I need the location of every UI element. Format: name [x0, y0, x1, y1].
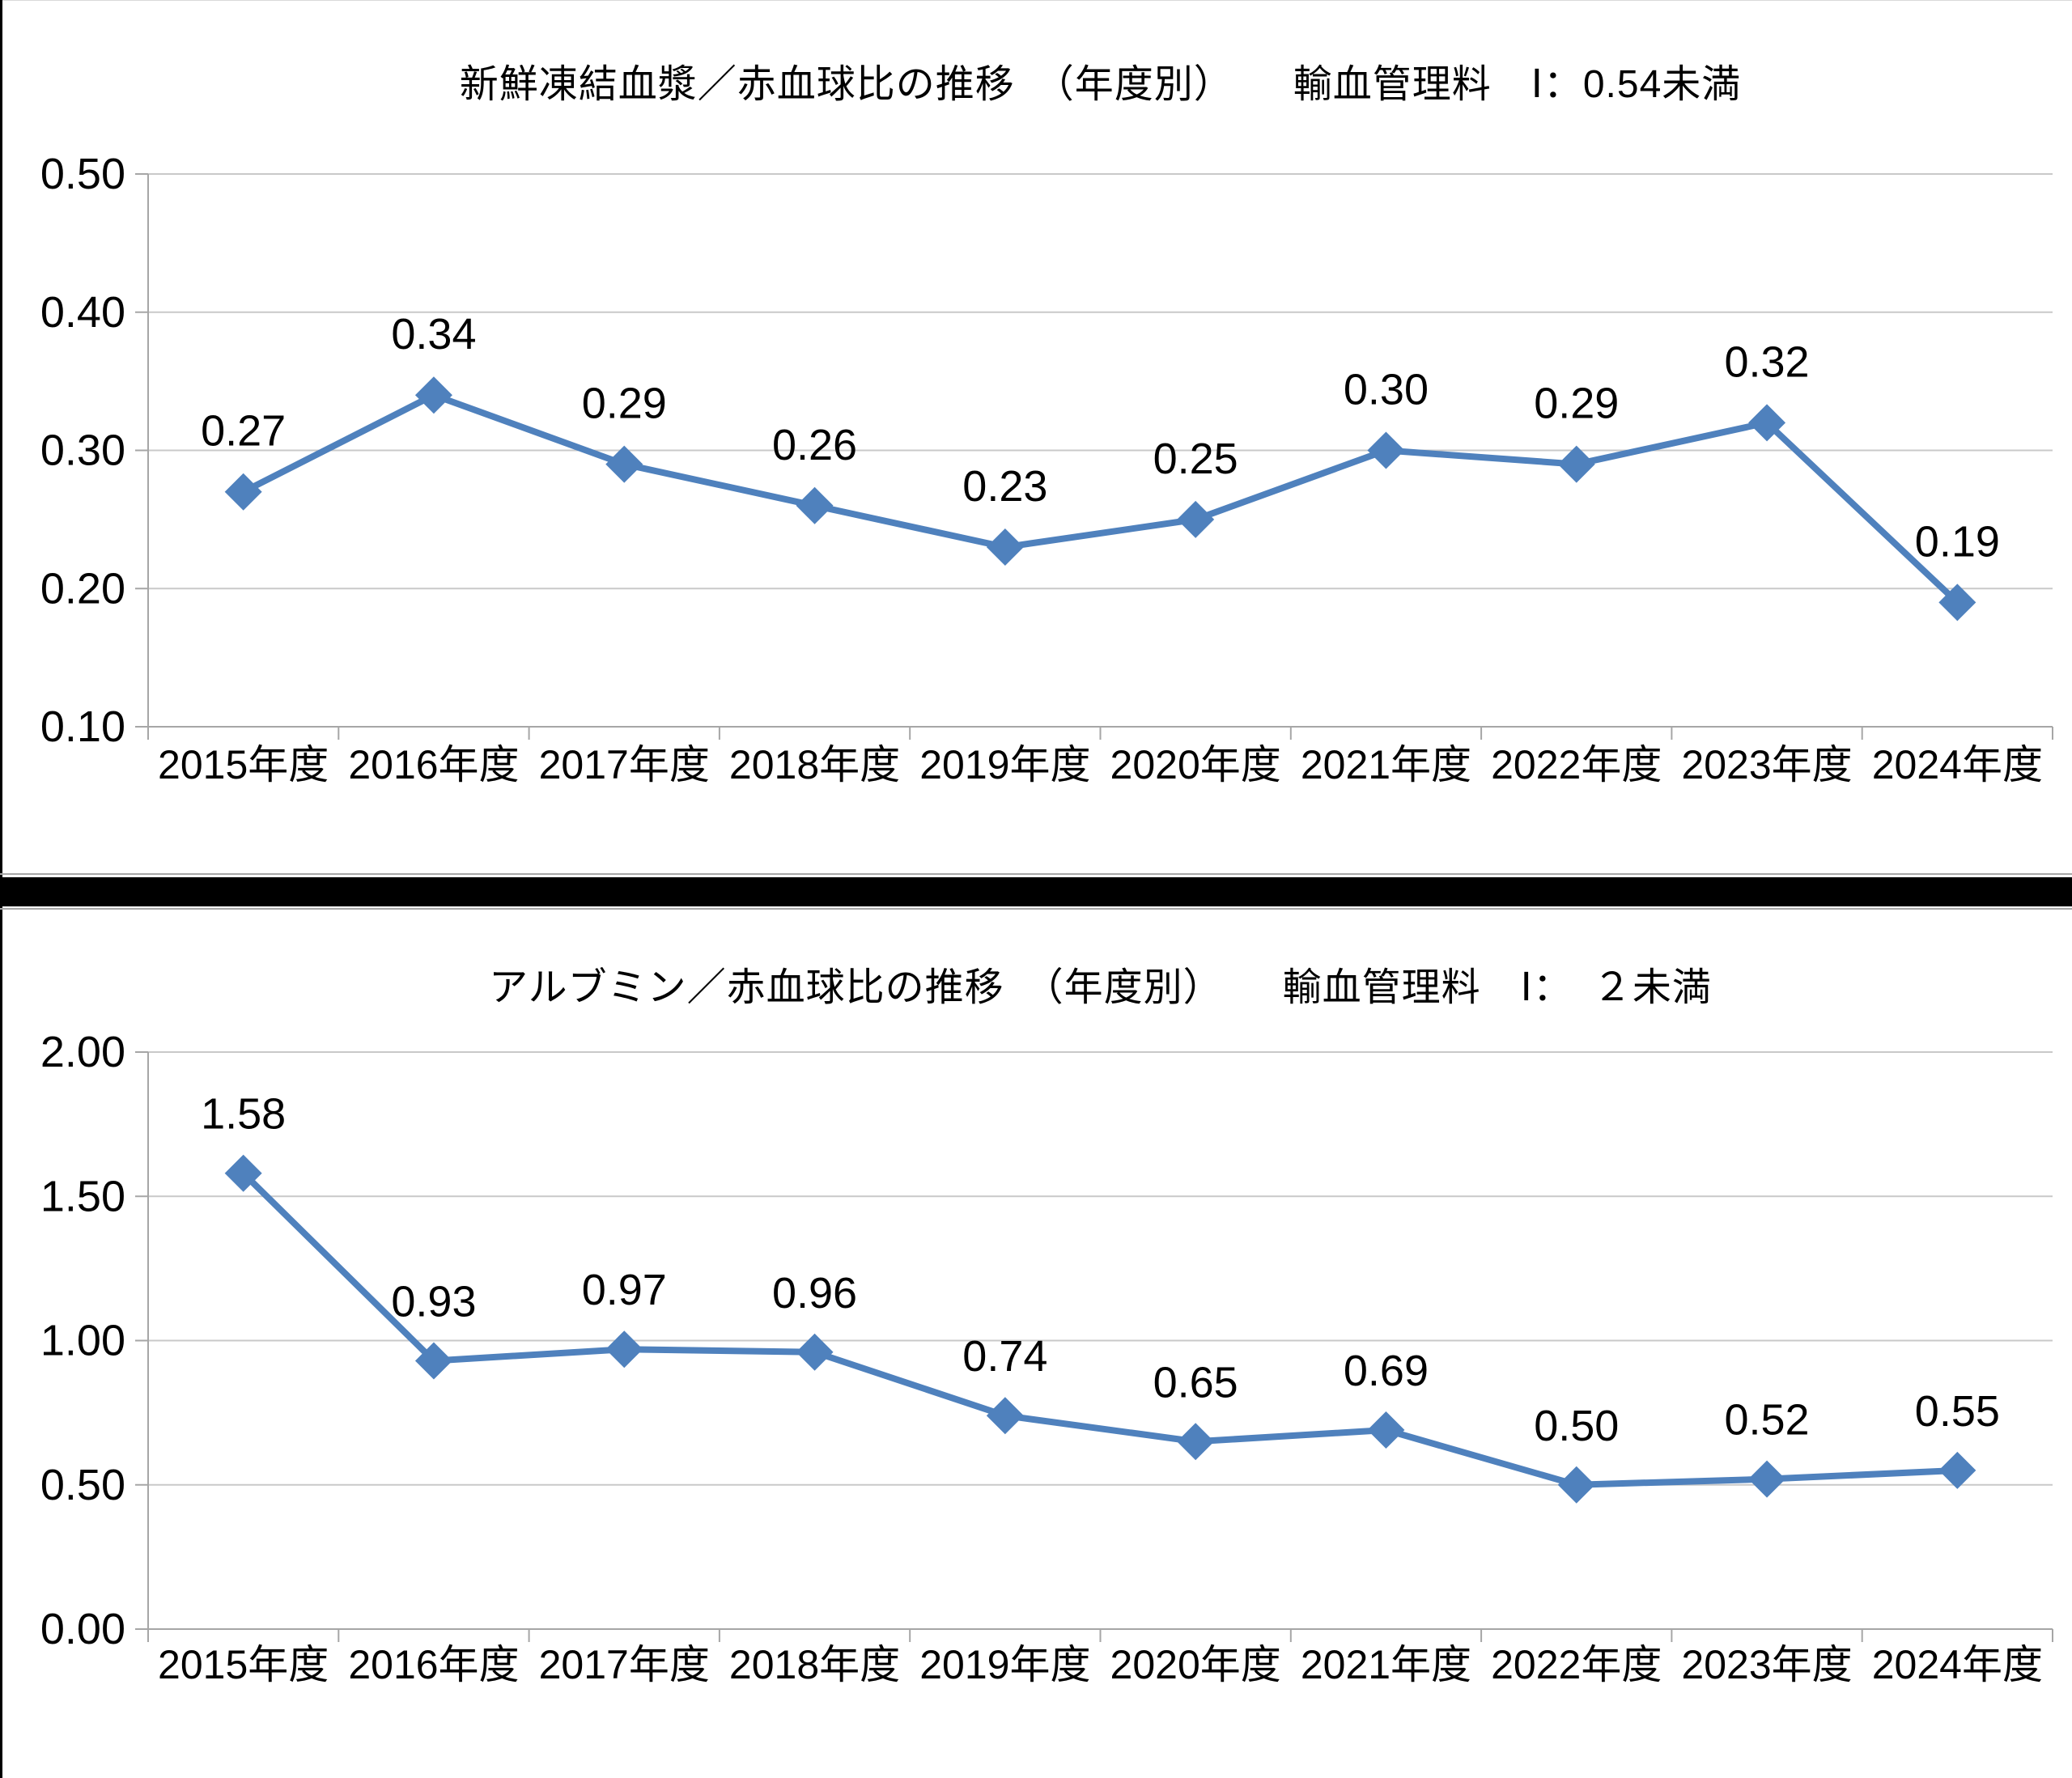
x-tick-label: 2022年度	[1491, 1642, 1662, 1687]
data-label: 0.97	[582, 1266, 667, 1314]
albumin-rbc-line-chart: 2.00 1.50 1.00 0.50 0.00 2015年度 2016年度 2017年度 20…	[40, 1028, 2053, 1687]
data-point-marker	[1177, 1423, 1215, 1461]
x-tick-label: 2015年度	[158, 1642, 329, 1687]
y-tick-label: 1.50	[40, 1172, 125, 1220]
x-tick-label: 2019年度	[919, 1642, 1090, 1687]
x-tick-label: 2022年度	[1491, 742, 1662, 787]
data-label: 0.32	[1724, 337, 1809, 386]
x-tick-label: 2021年度	[1301, 742, 1471, 787]
data-label: 0.34	[391, 310, 476, 359]
data-label: 0.26	[772, 421, 857, 469]
y-tick-label: 0.50	[40, 1461, 125, 1509]
series-line	[240, 392, 1961, 606]
x-tick-label: 2017年度	[539, 1642, 710, 1687]
y-tick-label: 0.20	[40, 564, 125, 613]
data-label: 0.25	[1153, 435, 1238, 483]
data-label: 0.23	[962, 462, 1047, 511]
data-point-marker	[1938, 583, 1976, 622]
data-label: 0.65	[1153, 1358, 1238, 1407]
data-label: 0.30	[1344, 366, 1429, 414]
ffp-rbc-chart-title: 新鮮凍結血漿／赤血球比の推移 （年度別） 輸血管理料 Ⅰ：0.54未満	[459, 63, 1742, 106]
data-point-marker	[1367, 1411, 1405, 1449]
x-tick-label: 2024年度	[1872, 1642, 2043, 1687]
data-label: 0.50	[1534, 1402, 1619, 1450]
series-line	[240, 1169, 1961, 1488]
separator-bar	[0, 877, 2072, 906]
data-point-marker	[796, 486, 834, 524]
x-tick-label: 2016年度	[348, 742, 519, 787]
data-point-marker	[224, 473, 262, 511]
data-label: 0.29	[582, 380, 667, 428]
data-point-marker	[224, 1154, 262, 1192]
data-label: 1.58	[201, 1090, 286, 1139]
x-tick-label: 2018年度	[729, 742, 900, 787]
separator-edge-bottom	[0, 908, 2072, 910]
x-tick-label: 2017年度	[539, 742, 710, 787]
data-point-marker	[1367, 431, 1405, 469]
data-point-marker	[796, 1333, 834, 1371]
y-tick-label: 1.00	[40, 1317, 125, 1365]
x-tick-label: 2023年度	[1681, 1642, 1852, 1687]
data-label: 0.52	[1724, 1396, 1809, 1445]
albumin-rbc-chart-title: アルブミン／赤血球比の推移 （年度別） 輸血管理料 Ⅰ： ２未満	[489, 966, 1712, 1009]
x-tick-label: 2016年度	[348, 1642, 519, 1687]
data-point-marker	[1938, 1451, 1976, 1489]
y-tick-label: 0.30	[40, 426, 125, 475]
data-label: 0.74	[962, 1332, 1047, 1381]
y-tick-label: 0.10	[40, 702, 125, 751]
separator-edge-top	[0, 873, 2072, 875]
data-point-marker	[605, 1330, 643, 1369]
data-label: 0.29	[1534, 380, 1619, 428]
data-label: 0.96	[772, 1269, 857, 1318]
data-point-marker	[986, 1397, 1024, 1435]
page-border-top	[0, 0, 2072, 1]
x-tick-label: 2021年度	[1301, 1642, 1471, 1687]
x-tick-label: 2020年度	[1110, 742, 1281, 787]
data-point-marker	[1557, 445, 1595, 483]
x-tick-label: 2023年度	[1681, 742, 1852, 787]
data-point-marker	[605, 445, 643, 483]
data-point-marker	[414, 376, 452, 414]
data-label: 0.93	[391, 1277, 476, 1326]
data-point-marker	[1748, 404, 1786, 442]
data-label: 0.19	[1915, 517, 2000, 566]
data-label: 0.69	[1344, 1347, 1429, 1395]
data-label: 0.27	[201, 407, 286, 456]
x-tick-label: 2018年度	[729, 1642, 900, 1687]
data-point-marker	[1748, 1460, 1786, 1498]
data-point-marker	[986, 528, 1024, 566]
data-point-marker	[1177, 500, 1215, 538]
y-tick-label: 0.40	[40, 288, 125, 337]
y-tick-label: 2.00	[40, 1028, 125, 1076]
ffp-rbc-line-chart: 0.50 0.40 0.30 0.20 0.10 2015年度 2016年度 2017年度 20…	[40, 150, 2053, 787]
x-tick-label: 2020年度	[1110, 1642, 1281, 1687]
data-point-marker	[1557, 1466, 1595, 1504]
y-tick-label: 0.50	[40, 150, 125, 198]
y-tick-label: 0.00	[40, 1605, 125, 1653]
x-tick-label: 2024年度	[1872, 742, 2043, 787]
x-tick-label: 2015年度	[158, 742, 329, 787]
data-label: 0.55	[1915, 1387, 2000, 1436]
data-point-marker	[414, 1342, 452, 1380]
x-tick-label: 2019年度	[919, 742, 1090, 787]
